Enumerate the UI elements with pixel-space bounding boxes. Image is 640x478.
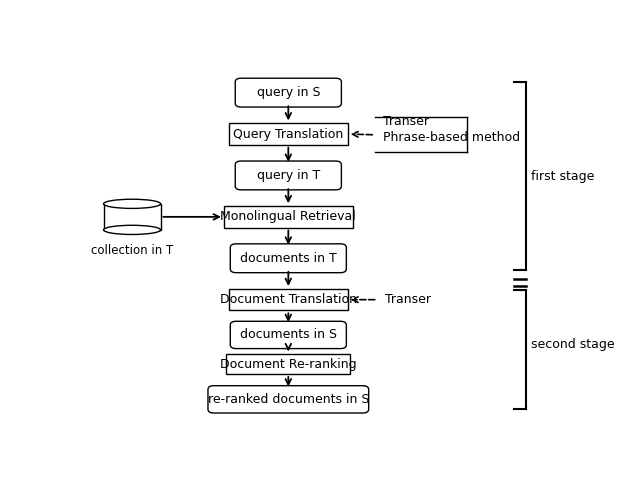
Text: Document Translation: Document Translation: [220, 293, 357, 306]
Text: documents in T: documents in T: [240, 252, 337, 265]
Text: query in T: query in T: [257, 169, 320, 182]
Text: Transer: Transer: [385, 293, 431, 306]
Text: collection in T: collection in T: [91, 244, 173, 257]
Text: first stage: first stage: [531, 171, 595, 184]
Text: Monolingual Retrieval: Monolingual Retrieval: [220, 210, 356, 223]
Text: Query Translation: Query Translation: [233, 128, 344, 141]
Ellipse shape: [104, 199, 161, 208]
FancyBboxPatch shape: [230, 321, 346, 348]
Text: second stage: second stage: [531, 337, 615, 351]
Text: Document Re-ranking: Document Re-ranking: [220, 358, 356, 370]
FancyBboxPatch shape: [236, 78, 341, 107]
FancyBboxPatch shape: [224, 206, 353, 228]
Text: documents in S: documents in S: [240, 328, 337, 341]
Text: re-ranked documents in S: re-ranked documents in S: [207, 393, 369, 406]
Ellipse shape: [104, 225, 161, 235]
FancyBboxPatch shape: [208, 386, 369, 413]
FancyBboxPatch shape: [229, 123, 348, 145]
Text: query in S: query in S: [257, 86, 320, 99]
FancyBboxPatch shape: [230, 244, 346, 272]
Bar: [104, 204, 161, 230]
FancyBboxPatch shape: [236, 161, 341, 190]
FancyBboxPatch shape: [229, 289, 348, 310]
Text: Transer: Transer: [383, 115, 429, 128]
Text: Phrase-based method: Phrase-based method: [383, 131, 520, 144]
FancyBboxPatch shape: [227, 354, 350, 374]
